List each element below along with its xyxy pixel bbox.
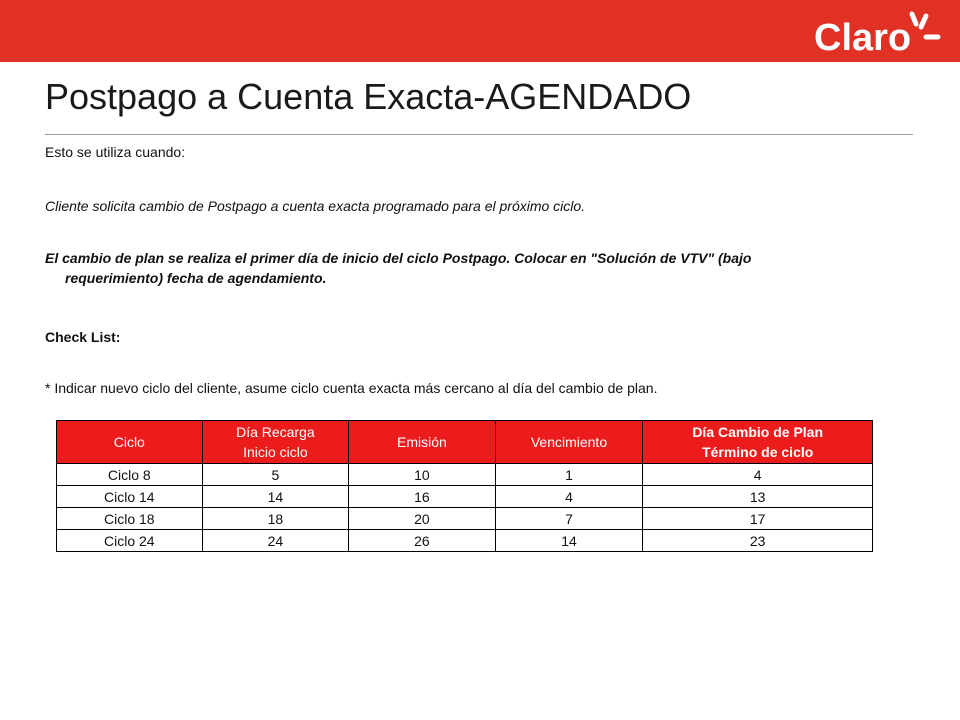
cell-vencimiento: 4 [494,485,644,508]
header-dia-cambio-line2: Término de ciclo [702,444,814,460]
header-bar: Claro [0,0,960,62]
cell-dia-cambio: 13 [642,485,873,508]
instruction-line-1: El cambio de plan se realiza el primer d… [45,250,752,266]
table-row: Ciclo 8 5 10 1 4 [56,463,873,486]
cell-ciclo: Ciclo 14 [56,485,203,508]
cell-ciclo: Ciclo 8 [56,463,203,486]
claro-logo: Claro [814,11,941,58]
cell-dia-recarga: 24 [201,529,350,552]
cell-dia-cambio: 17 [642,507,873,530]
cell-dia-cambio: 4 [642,463,873,486]
cell-dia-recarga: 5 [201,463,350,486]
cell-emision: 10 [348,463,496,486]
cell-ciclo: Ciclo 18 [56,507,203,530]
page-title: Postpago a Cuenta Exacta-AGENDADO [45,76,692,117]
intro-text: Esto se utiliza cuando: [45,144,186,160]
header-ciclo-label: Ciclo [113,434,145,450]
cell-emision: 16 [348,485,496,508]
svg-text:Claro: Claro [814,17,911,58]
cell-dia-cambio: 23 [642,529,873,552]
header-vencimiento-label: Vencimiento [530,434,608,450]
header-dia-cambio-line1: Día Cambio de Plan [692,424,824,440]
header-vencimiento: Vencimiento [494,420,644,464]
cell-ciclo: Ciclo 24 [56,529,203,552]
checklist-item: * Indicar nuevo ciclo del cliente, asume… [45,380,658,396]
title-divider [45,134,913,135]
checklist-label: Check List: [45,329,121,345]
header-emision-label: Emisión [397,434,447,450]
instruction-text: El cambio de plan se realiza el primer d… [45,248,881,288]
table-row: Ciclo 14 14 16 4 13 [56,485,873,508]
header-dia-recarga-line1: Día Recarga [236,424,315,440]
cell-dia-recarga: 18 [201,507,350,530]
table-row: Ciclo 24 24 26 14 23 [56,529,873,552]
cycle-table: Ciclo Día Recarga Inicio ciclo Emisión V… [56,420,873,552]
header-dia-recarga: Día Recarga Inicio ciclo [201,420,350,464]
table-header-row: Ciclo Día Recarga Inicio ciclo Emisión V… [56,420,873,464]
cell-dia-recarga: 14 [201,485,350,508]
header-dia-cambio: Día Cambio de Plan Término de ciclo [642,420,873,464]
cell-emision: 20 [348,507,496,530]
cell-vencimiento: 1 [494,463,644,486]
header-dia-recarga-line2: Inicio ciclo [243,444,308,460]
cell-emision: 26 [348,529,496,552]
table-row: Ciclo 18 18 20 7 17 [56,507,873,530]
header-ciclo: Ciclo [56,420,203,464]
header-emision: Emisión [348,420,496,464]
case-text: Cliente solicita cambio de Postpago a cu… [45,198,586,214]
instruction-line-2: requerimiento) fecha de agendamiento. [65,270,327,286]
cell-vencimiento: 7 [494,507,644,530]
cell-vencimiento: 14 [494,529,644,552]
